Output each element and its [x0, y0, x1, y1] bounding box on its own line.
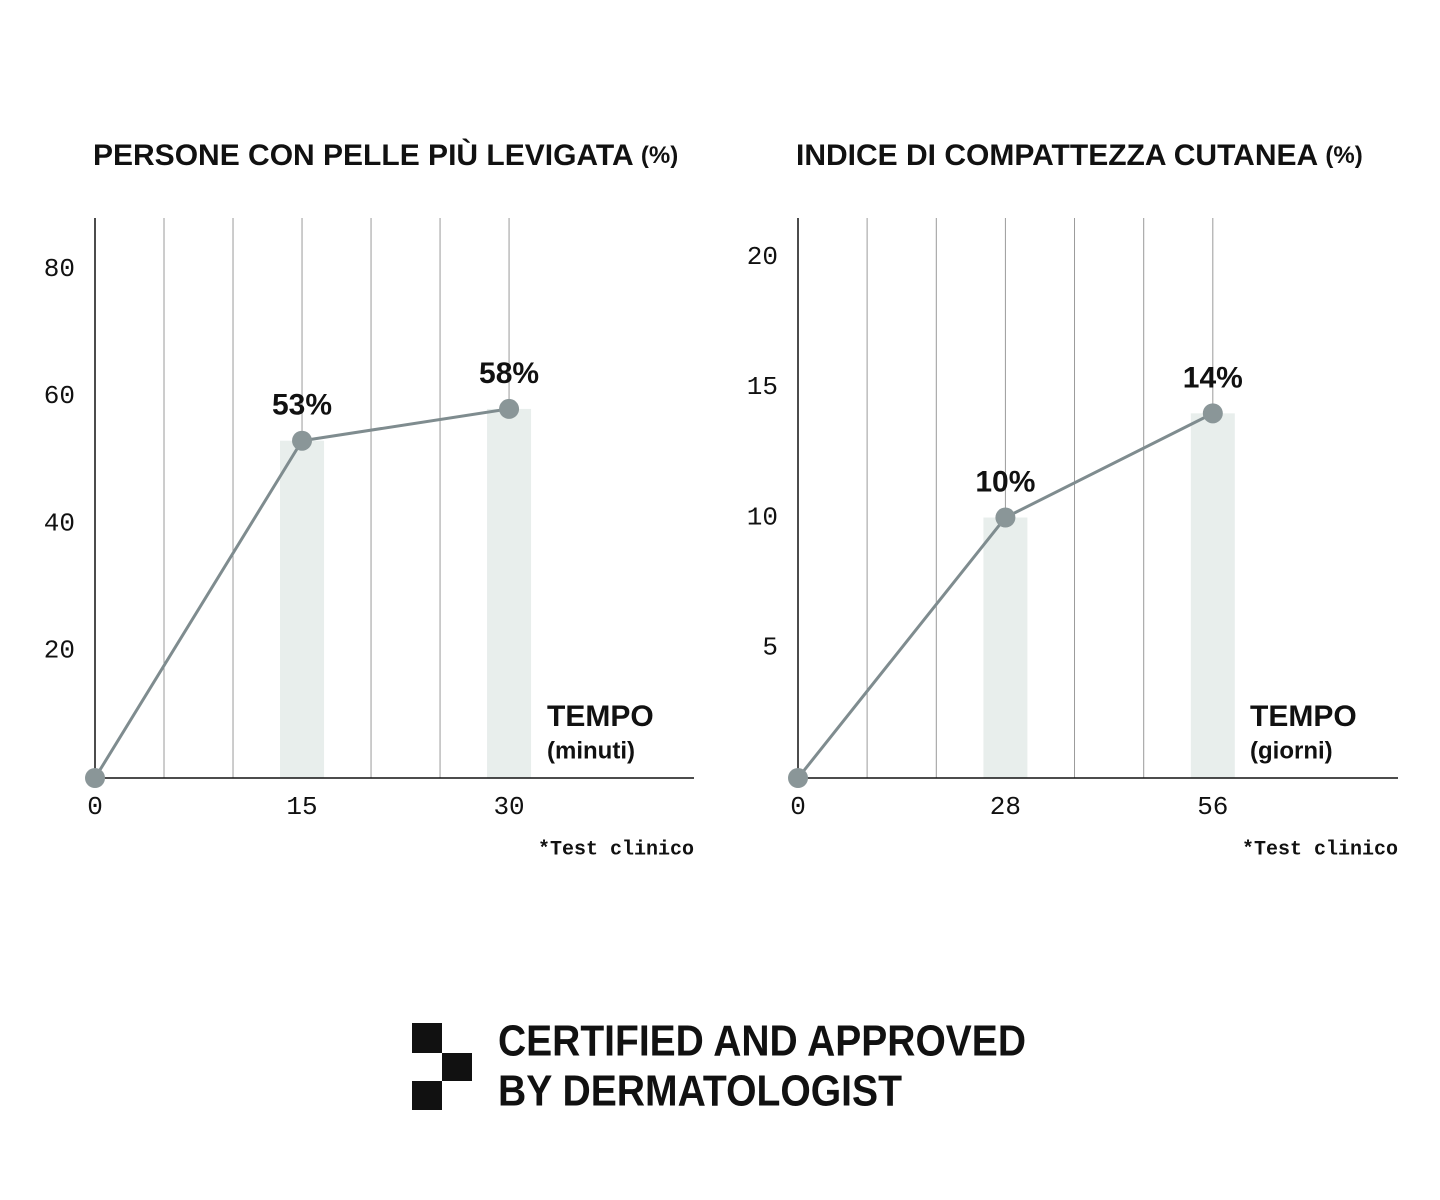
badge-text: CERTIFIED AND APPROVED [498, 1017, 1026, 1066]
title-text: INDICE DI COMPATTEZZA CUTANEA [796, 139, 1318, 172]
data-label: 10% [975, 465, 1035, 498]
data-point [995, 507, 1016, 528]
bar [280, 440, 325, 778]
footnote: *Test clinico [538, 838, 694, 861]
x-axis-label: TEMPO [1250, 700, 1357, 733]
badge-text: BY DERMATOLOGIST [498, 1067, 902, 1116]
x-tick-label: 56 [1197, 792, 1228, 822]
bar [983, 517, 1028, 778]
footnote: *Test clinico [1242, 838, 1398, 861]
bar [1190, 413, 1235, 778]
x-axis-unit: (giorni) [1250, 737, 1333, 764]
title-unit: (%) [641, 142, 678, 169]
data-label: 58% [479, 357, 539, 390]
data-point [292, 430, 313, 451]
chart-title: PERSONE CON PELLE PIÙ LEVIGATA (%) [93, 138, 678, 172]
badge-icon [412, 1023, 442, 1053]
y-tick-label: 15 [747, 372, 778, 402]
chart-title: INDICE DI COMPATTEZZA CUTANEA (%) [796, 139, 1363, 172]
y-tick-label: 40 [44, 508, 75, 538]
data-point [85, 768, 105, 788]
x-tick-label: 15 [286, 792, 317, 822]
data-label: 53% [272, 389, 332, 422]
y-tick-label: 20 [747, 242, 778, 272]
badge-icon [442, 1053, 472, 1081]
y-tick-label: 5 [762, 633, 778, 663]
x-tick-label: 0 [87, 792, 103, 822]
x-tick-label: 0 [790, 792, 806, 822]
y-tick-label: 80 [44, 254, 75, 284]
data-point [788, 768, 808, 788]
data-label: 14% [1183, 361, 1243, 394]
x-axis-unit: (minuti) [547, 737, 635, 764]
y-tick-label: 10 [747, 502, 778, 532]
title-unit: (%) [1325, 142, 1362, 169]
badge-icon [412, 1081, 442, 1110]
data-point [499, 398, 520, 419]
y-tick-label: 20 [44, 636, 75, 666]
y-tick-label: 60 [44, 381, 75, 411]
data-point [1202, 403, 1223, 424]
x-axis-label: TEMPO [547, 700, 654, 733]
bar [487, 408, 532, 778]
title-text: PERSONE CON PELLE PIÙ LEVIGATA [93, 138, 633, 172]
x-tick-label: 30 [493, 792, 524, 822]
x-tick-label: 28 [990, 792, 1021, 822]
